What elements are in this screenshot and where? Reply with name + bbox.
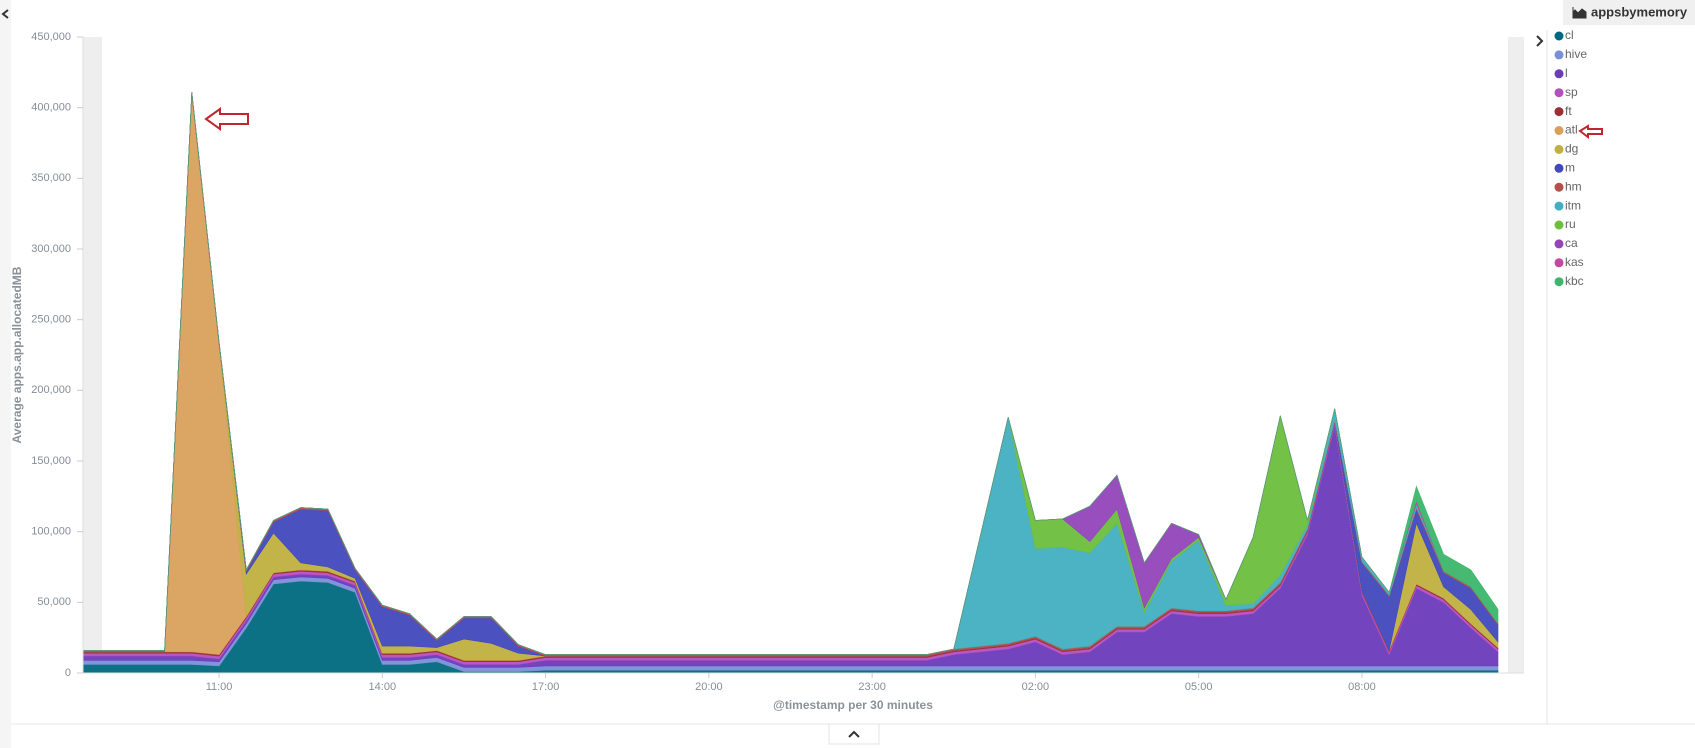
legend-item[interactable]: kas <box>1554 255 1584 269</box>
legend-label: dg <box>1565 142 1578 156</box>
y-tick-label: 150,000 <box>31 455 71 467</box>
x-tick-label: 17:00 <box>532 681 560 693</box>
legend-item[interactable]: dg <box>1554 142 1579 156</box>
y-tick-label: 300,000 <box>31 243 71 255</box>
legend: cl hive l sp ft atl dg m hm itm ru ca kas kbc <box>1554 28 1588 288</box>
legend-swatch <box>1554 69 1564 79</box>
legend-item[interactable]: sp <box>1554 85 1579 99</box>
footer-button[interactable] <box>828 723 880 745</box>
legend-item[interactable]: ft <box>1554 104 1573 118</box>
legend-label: ft <box>1565 104 1572 118</box>
legend-item[interactable]: hm <box>1554 179 1582 193</box>
legend-swatch <box>1554 144 1564 154</box>
plot-shade <box>1508 37 1524 673</box>
legend-label: sp <box>1565 85 1578 99</box>
y-tick-label: 350,000 <box>31 172 71 184</box>
y-tick-label: 450,000 <box>31 31 71 43</box>
legend-label: hive <box>1565 47 1587 61</box>
y-tick-label: 400,000 <box>31 102 71 114</box>
x-tick-label: 14:00 <box>369 681 397 693</box>
area-icon <box>1572 7 1587 19</box>
area <box>83 92 1499 655</box>
legend-item[interactable]: cl <box>1554 28 1574 42</box>
collapse-icon[interactable] <box>1 9 9 19</box>
plot <box>82 92 1499 674</box>
legend-label: atl <box>1565 123 1578 137</box>
legend-swatch <box>1554 126 1564 135</box>
legend-swatch <box>1554 201 1564 211</box>
legend-swatch <box>1554 258 1564 268</box>
y-axis-title: Average apps.app.allocatedMB <box>10 266 24 443</box>
legend-title: appsbymemory <box>1591 4 1688 19</box>
y-tick-label: 200,000 <box>31 384 71 396</box>
annotation-arrow <box>1578 124 1603 139</box>
legend-label: hm <box>1565 179 1582 193</box>
legend-label: cl <box>1565 28 1574 42</box>
legend-swatch <box>1554 31 1564 41</box>
legend-swatch <box>1554 50 1564 60</box>
x-tick-label: 08:00 <box>1348 681 1376 693</box>
annotation-arrow <box>204 107 249 131</box>
legend-item[interactable]: hive <box>1554 47 1588 61</box>
legend-item[interactable]: m <box>1554 160 1576 174</box>
x-tick-label: 05:00 <box>1185 681 1213 693</box>
legend-label: l <box>1565 66 1568 80</box>
y-tick-label: 250,000 <box>31 314 71 326</box>
chevron-icon <box>848 730 860 738</box>
x-tick-label: 20:00 <box>695 681 723 693</box>
legend-item[interactable]: kbc <box>1554 274 1584 288</box>
legend-item[interactable]: itm <box>1554 198 1582 212</box>
legend-swatch <box>1554 163 1564 173</box>
legend-item[interactable]: ca <box>1554 236 1579 250</box>
legend-swatch <box>1554 239 1564 249</box>
x-tick-label: 23:00 <box>858 681 886 693</box>
legend-label: kbc <box>1565 274 1584 288</box>
legend-label: itm <box>1565 198 1581 212</box>
legend-swatch <box>1554 107 1564 117</box>
axes: 0 50,000 100,000 150,000 200,000 250,000 300,0… <box>31 31 1524 693</box>
legend-label: ca <box>1565 236 1578 250</box>
plot-shade <box>83 37 102 673</box>
legend-item[interactable]: ru <box>1554 217 1576 231</box>
legend-swatch <box>1554 88 1564 98</box>
legend-toggle[interactable] <box>1536 35 1544 47</box>
x-tick-label: 11:00 <box>206 681 233 693</box>
legend-label: m <box>1565 160 1575 174</box>
legend-item[interactable]: l <box>1554 66 1568 80</box>
legend-label: ru <box>1565 217 1576 231</box>
legend-swatch <box>1554 220 1564 230</box>
legend-item[interactable]: atl <box>1554 123 1578 137</box>
x-axis-title: @timestamp per 30 minutes <box>773 698 933 712</box>
y-tick-label: 0 <box>65 667 71 679</box>
y-tick-label: 50,000 <box>37 596 71 608</box>
y-tick-label: 100,000 <box>31 526 71 538</box>
legend-label: kas <box>1565 255 1584 269</box>
legend-swatch <box>1554 277 1564 287</box>
x-tick-label: 02:00 <box>1022 681 1050 693</box>
side-strip <box>0 0 11 748</box>
legend-swatch <box>1554 182 1564 192</box>
